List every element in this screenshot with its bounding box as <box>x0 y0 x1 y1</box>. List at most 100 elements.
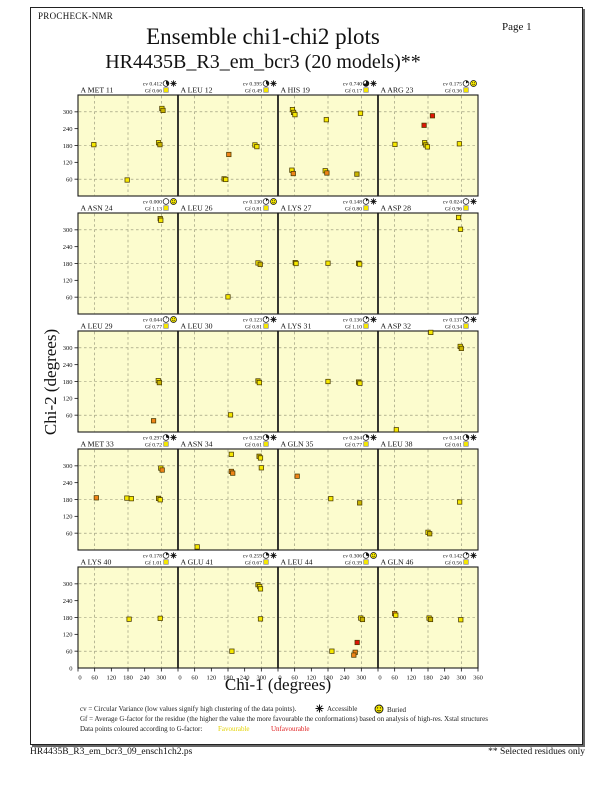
x-tick-label: 240 <box>240 675 250 682</box>
buried-icon <box>170 198 177 205</box>
data-point <box>421 122 427 128</box>
cv-value: cv 0.024 <box>443 200 462 206</box>
x-tick-label: 180 <box>223 675 233 682</box>
gf-value: Gf 0.34 <box>445 324 462 331</box>
y-tick-label: 120 <box>63 160 73 167</box>
gf-colour-swatch <box>263 323 269 329</box>
residue-label: A ASP 28 <box>381 204 412 213</box>
y-tick-label: 300 <box>63 345 73 352</box>
data-point <box>424 144 431 150</box>
buried-icon <box>374 704 384 714</box>
cv-pie-fill <box>266 316 269 320</box>
data-point <box>357 380 363 386</box>
data-point <box>254 144 260 150</box>
residue-label: A ARG 23 <box>381 86 414 95</box>
gf-colour-swatch <box>463 323 469 329</box>
data-point <box>357 500 363 506</box>
accessible-icon <box>370 316 377 323</box>
gf-value: Gf 0.81 <box>245 324 262 331</box>
buried-icon-mouth <box>471 84 476 86</box>
cv-value: cv 0.044 <box>143 318 162 324</box>
gf-value: Gf 0.96 <box>445 206 462 213</box>
residue-label: A LEU 12 <box>181 86 213 95</box>
data-point <box>351 652 357 658</box>
data-point <box>156 380 162 386</box>
cv-pie-fill <box>166 434 169 439</box>
cv-value: cv 0.259 <box>243 554 262 560</box>
cv-value: cv 0.123 <box>243 318 262 324</box>
data-point <box>324 170 330 176</box>
gf-value: Gf 0.49 <box>245 88 262 95</box>
gf-value: Gf 1.01 <box>145 560 162 567</box>
data-point <box>294 473 300 479</box>
data-point <box>157 615 163 621</box>
data-point <box>325 378 331 385</box>
accessible-icon <box>470 198 477 205</box>
residue-label: A ASP 32 <box>381 322 412 331</box>
cv-pie-fill <box>166 80 169 86</box>
data-point <box>126 616 132 622</box>
y-tick-label: 300 <box>63 227 73 234</box>
gf-colour-swatch <box>163 441 169 447</box>
x-tick-label: 120 <box>306 675 316 682</box>
cv-value: cv 0.740 <box>343 82 362 88</box>
data-point <box>226 151 232 158</box>
y-tick-label: 180 <box>63 379 73 386</box>
cv-pie-fill <box>266 198 269 202</box>
data-point <box>357 261 363 267</box>
gf-value: Gf 0.17 <box>345 88 362 95</box>
residue-label: A LEU 30 <box>181 322 213 331</box>
residue-label: A ASN 24 <box>81 204 113 213</box>
gf-colour-swatch <box>263 87 269 93</box>
residue-label: A LEU 29 <box>81 322 113 331</box>
y-tick-label: 120 <box>63 396 73 403</box>
data-point <box>293 260 299 267</box>
cv-value: cv 0.000 <box>143 200 162 206</box>
y-axis-title: Chi-2 (degrees) <box>41 328 60 436</box>
data-point <box>458 617 464 623</box>
data-point <box>257 261 263 267</box>
cv-value: cv 0.306 <box>343 554 362 560</box>
buried-icon-mouth <box>171 320 176 322</box>
buried-icon <box>270 198 277 205</box>
cv-value: cv 0.341 <box>443 436 462 442</box>
gf-colour-swatch <box>463 441 469 447</box>
x-tick-label: 60 <box>191 675 198 682</box>
buried-icon-eye <box>274 200 275 202</box>
y-tick-label: 120 <box>63 278 73 285</box>
cv-value: cv 0.329 <box>243 436 262 442</box>
data-point <box>429 113 436 119</box>
cv-pie-fill <box>266 80 269 86</box>
accessible-icon <box>270 434 277 441</box>
legend-line-cv: cv = Circular Variance (low values signi… <box>80 705 296 713</box>
data-point <box>329 648 335 654</box>
data-point <box>225 294 231 300</box>
x-tick-label: 360 <box>473 675 483 682</box>
y-tick-label: 240 <box>63 244 73 251</box>
gf-colour-swatch <box>163 323 169 329</box>
buried-icon <box>470 80 477 87</box>
data-point <box>458 345 464 351</box>
residue-label: A LYS 31 <box>281 322 312 331</box>
accessible-icon <box>315 704 324 713</box>
residue-label: A MET 33 <box>81 440 114 449</box>
residue-label: A LEU 44 <box>281 558 313 567</box>
cv-value: cv 0.412 <box>143 82 162 88</box>
legend-accessible: Accessible <box>315 704 357 713</box>
y-tick-label: 0 <box>69 665 72 672</box>
data-point <box>157 142 163 148</box>
page-title: Ensemble chi1-chi2 plots <box>146 24 380 49</box>
accessible-icon <box>270 80 277 87</box>
y-tick-label: 60 <box>66 412 73 419</box>
cv-value: cv 0.297 <box>143 436 162 442</box>
data-point <box>194 544 200 550</box>
data-point <box>256 380 262 386</box>
residue-label: A GLN 35 <box>281 440 314 449</box>
accessible-icon <box>370 434 377 441</box>
gf-colour-swatch <box>363 323 369 329</box>
